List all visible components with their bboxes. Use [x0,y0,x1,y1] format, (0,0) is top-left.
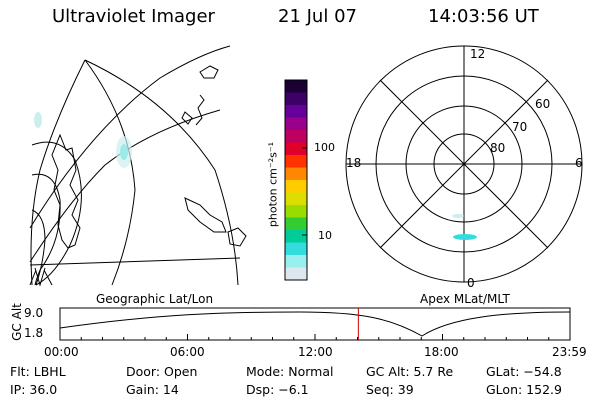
colorbar-segment [285,205,307,218]
map-parallel-ring-2 [31,173,61,286]
mlat-label-80: 80 [490,141,506,155]
colorbar-segment [285,267,307,281]
colorbar-segment [285,155,307,168]
coastline-island-2 [227,227,247,247]
colorbar [284,79,308,281]
map-equator-line [29,257,241,266]
info-seq: Seq: 39 [366,382,414,397]
colorbar-segment [285,142,307,156]
colorbar-segment [285,230,307,243]
map-meridian-middle [84,59,136,286]
info-glon: GLon: 152.9 [486,382,562,397]
time-tick-4: 23:59 [552,345,587,359]
map-meridian-outer [84,59,239,286]
map-meridian-inner [30,59,86,286]
time-label: 14:03:56 UT [428,6,539,27]
map-pole-lines [29,267,53,287]
colorbar-segment [285,92,307,106]
time-tick-1: 06:00 [170,345,205,359]
coastline-continent [51,133,81,249]
map-parallel-middle [29,109,221,263]
coastline-island-1 [184,197,227,233]
mlat-label-60: 60 [535,97,551,111]
colorbar-segment [285,255,307,268]
info-ip: IP: 36.0 [10,382,58,397]
info-door: Door: Open [126,364,198,379]
info-dsp: Dsp: −6.1 [246,382,309,397]
polar-emission-faint [452,214,464,218]
mlt-label-0: 0 [467,276,475,290]
colorbar-segment [285,80,307,93]
info-mode: Mode: Normal [246,364,334,379]
date-label: 21 Jul 07 [278,6,357,27]
mlt-label-6: 6 [575,156,583,170]
page-title: Ultraviolet Imager [52,6,215,27]
polar-plot [345,45,583,283]
time-tick-3: 18:00 [424,345,459,359]
info-gain: Gain: 14 [126,382,179,397]
altitude-plot [59,307,571,341]
colorbar-segment [285,167,307,181]
time-tick-0: 00:00 [44,345,79,359]
emission-faint [34,112,42,128]
time-tick-2: 12:00 [298,345,333,359]
colorbar-unit-label: photon cm⁻²s⁻¹ [266,141,280,228]
coastline-island-3 [199,65,219,79]
colorbar-segment [285,242,307,256]
coastline-island-4 [195,94,205,126]
polar-emission [453,234,477,240]
colorbar-tick-10: 10 [318,229,332,242]
altitude-ymin: 1.8 [24,326,44,340]
colorbar-segment [285,217,307,231]
map-parallel-outer [29,45,231,229]
info-filter: Flt: LBHL [10,364,66,379]
colorbar-segment [285,180,307,193]
polar-diagonal-2 [379,79,549,249]
mlt-label-12: 12 [470,47,486,61]
polar-section-label: Apex MLat/MLT [420,292,510,306]
altitude-axis-label: GC Alt [9,303,24,341]
colorbar-segment [285,117,307,131]
colorbar-tick-100: 100 [314,141,335,154]
geo-section-label: Geographic Lat/Lon [96,292,214,306]
altitude-ymax: 9.0 [24,306,44,320]
altitude-curve [59,311,571,337]
mlat-label-70: 70 [512,120,528,134]
colorbar-segment [285,130,307,143]
map-parallel-ring-1 [31,141,82,286]
colorbar-frame [284,79,308,281]
coastline-island-5 [181,111,193,125]
mlt-label-18: 18 [346,156,362,170]
info-gc-alt: GC Alt: 5.7 Re [366,364,454,379]
colorbar-segment [285,105,307,118]
geographic-map [29,45,247,287]
map-parallel-ring-3 [31,209,46,286]
emission-halo [116,136,132,168]
info-glat: GLat: −54.8 [486,364,562,379]
colorbar-segment [285,192,307,206]
